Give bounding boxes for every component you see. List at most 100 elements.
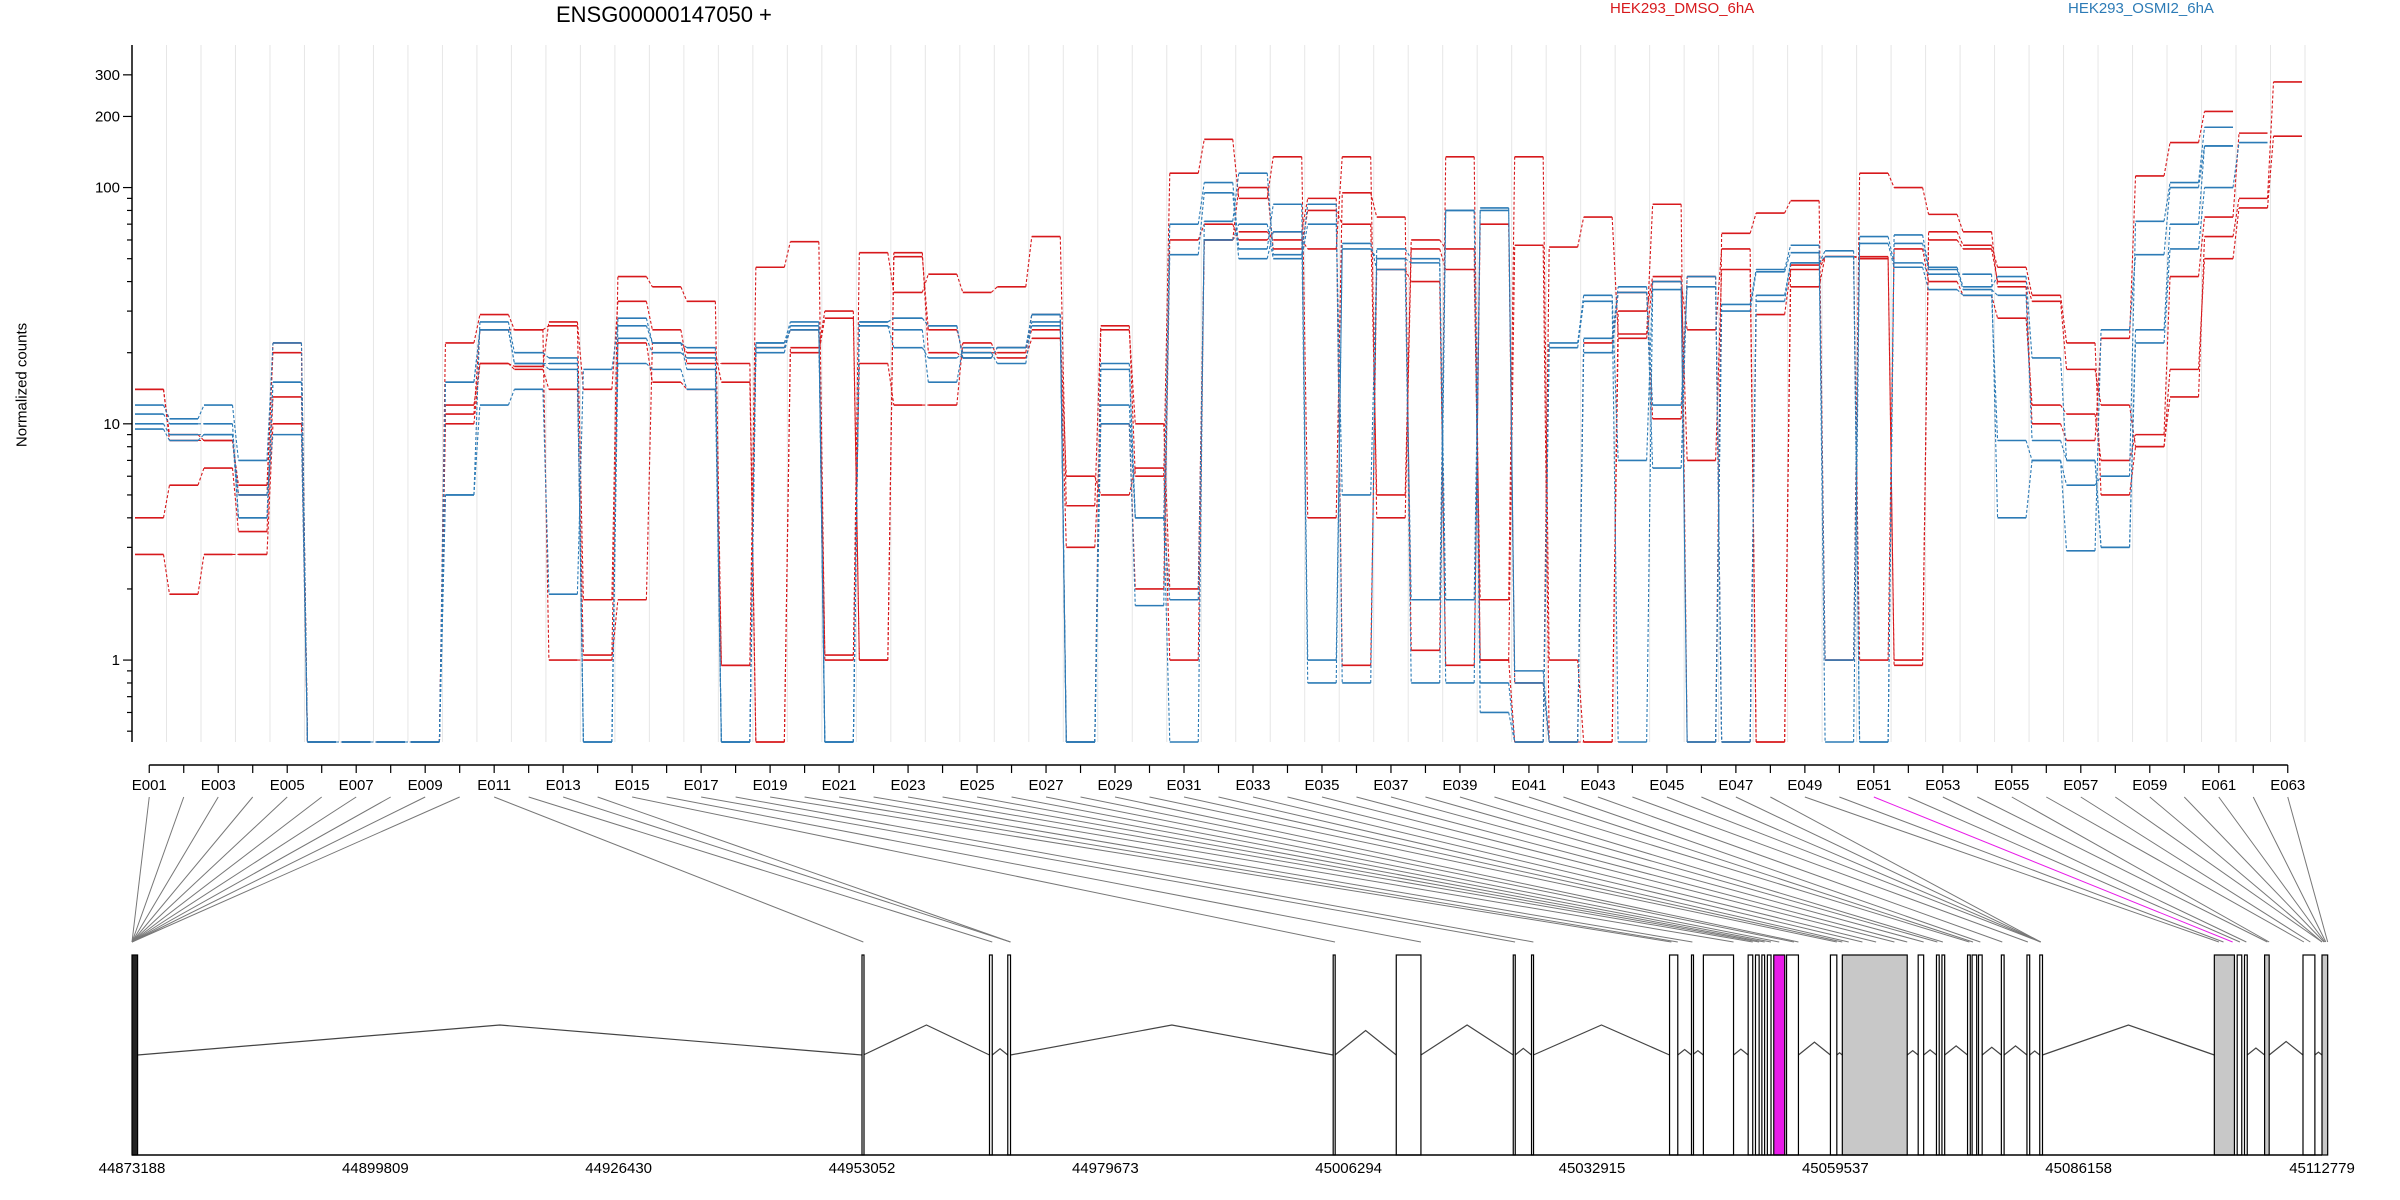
exon-map-line — [131, 796, 426, 943]
series-connector — [1370, 248, 1378, 683]
y-tick-label: 1 — [112, 652, 120, 669]
series-connector — [2197, 145, 2206, 188]
x-tick-label: E045 — [1649, 777, 1684, 794]
series-connector — [680, 342, 688, 349]
x-tick-label: E009 — [408, 777, 443, 794]
series-connector — [645, 338, 653, 353]
exon-map-line — [1528, 796, 1974, 943]
series-connector — [645, 318, 653, 344]
x-tick-label: E055 — [1994, 777, 2029, 794]
series-connector — [1266, 156, 1274, 199]
series-connector — [1197, 223, 1205, 241]
exon-map-line — [1735, 796, 2041, 943]
series-connector — [266, 382, 274, 518]
series-connector — [1301, 198, 1309, 232]
series-connector — [2060, 460, 2068, 486]
series-connector — [507, 329, 515, 364]
series-connector — [1025, 314, 1033, 348]
series-connector — [1025, 329, 1033, 348]
exon-map-line — [1839, 796, 2224, 943]
series-connector — [921, 273, 929, 293]
series-connector — [1508, 156, 1516, 600]
series-connector — [1887, 173, 1895, 188]
series-connector — [1128, 423, 1136, 606]
series-connector — [1370, 156, 1378, 518]
series-connector — [783, 241, 791, 268]
series-connector — [1508, 712, 1516, 743]
intron-line — [2314, 1051, 2323, 1056]
series-connector — [1439, 210, 1447, 683]
series-connector — [2128, 175, 2137, 339]
exon-map-line — [2252, 796, 2327, 943]
legend-osmi: HEK293_OSMI2_6hA — [2068, 0, 2214, 17]
series-connector — [2129, 434, 2137, 461]
series-connector — [990, 352, 998, 364]
gene-title: ENSG00000147050 + — [556, 2, 772, 27]
intron-line — [1798, 1041, 1831, 1056]
x-tick-label: E061 — [2201, 777, 2236, 794]
exon-map-line — [1701, 796, 2041, 943]
series-connector — [162, 554, 171, 595]
y-tick-label: 10 — [103, 416, 120, 433]
exon-block — [1690, 954, 1695, 1156]
series-connector — [1922, 187, 1930, 215]
series-connector — [1404, 269, 1412, 600]
series-connector — [680, 342, 688, 370]
series-connector — [2128, 342, 2137, 548]
exon-block — [1395, 954, 1422, 1156]
series-connector — [680, 352, 688, 359]
exon-block — [2264, 954, 2270, 1156]
exon-map-line — [131, 796, 185, 943]
series-connector — [231, 434, 240, 518]
intron-line — [1836, 1052, 1843, 1056]
exon-map-line — [1908, 796, 2241, 943]
series-connector — [1232, 192, 1240, 259]
exon-block — [1966, 954, 1971, 1156]
exon-map-line — [131, 796, 288, 943]
x-tick-label: E023 — [891, 777, 926, 794]
x-tick-label: E041 — [1511, 777, 1546, 794]
exon-map-line — [804, 796, 1678, 943]
series-connector — [2025, 295, 2033, 441]
series-connector — [473, 329, 481, 383]
series-connector — [1887, 256, 1895, 666]
exon-block — [1829, 954, 1838, 1156]
series-dmso-3 — [135, 110, 2234, 743]
intron-line — [2268, 1040, 2304, 1056]
series-connector — [1784, 245, 1792, 270]
x-tick-label: E021 — [822, 777, 857, 794]
series-connector — [1922, 267, 1930, 290]
series-connector — [1025, 236, 1033, 287]
series-connector — [921, 347, 929, 359]
series-connector — [300, 434, 309, 743]
intron-line — [1923, 1049, 1937, 1056]
series-connector — [197, 554, 205, 595]
series-connector — [1163, 224, 1171, 518]
exon-map-line — [1011, 796, 1772, 943]
series-connector — [1680, 289, 1688, 743]
series-connector — [266, 352, 274, 486]
series-connector — [887, 325, 895, 348]
series-connector — [162, 389, 171, 441]
exon-map-line — [632, 796, 1336, 943]
series-connector — [818, 311, 826, 348]
exon-block — [1841, 954, 1908, 1156]
series-connector — [2266, 81, 2275, 199]
intron-line — [1010, 1024, 1334, 1056]
series-connector — [1956, 239, 1964, 250]
series-connector — [1922, 234, 1930, 268]
series-connector — [1232, 223, 1240, 241]
series-connector — [231, 440, 240, 486]
exon-block — [1332, 954, 1336, 1156]
exon-block — [1935, 954, 1940, 1156]
series-connector — [2232, 142, 2240, 188]
series-connector — [1370, 258, 1378, 495]
series-connector — [1680, 276, 1688, 469]
exon-map-line — [131, 796, 254, 943]
exon-map-line — [1804, 796, 2220, 943]
series-connector — [1508, 207, 1516, 683]
genomic-tick-label: 44979673 — [1072, 1160, 1139, 1177]
series-connector — [1232, 223, 1240, 241]
series-connector — [645, 342, 653, 383]
x-tick-label: E007 — [339, 777, 374, 794]
